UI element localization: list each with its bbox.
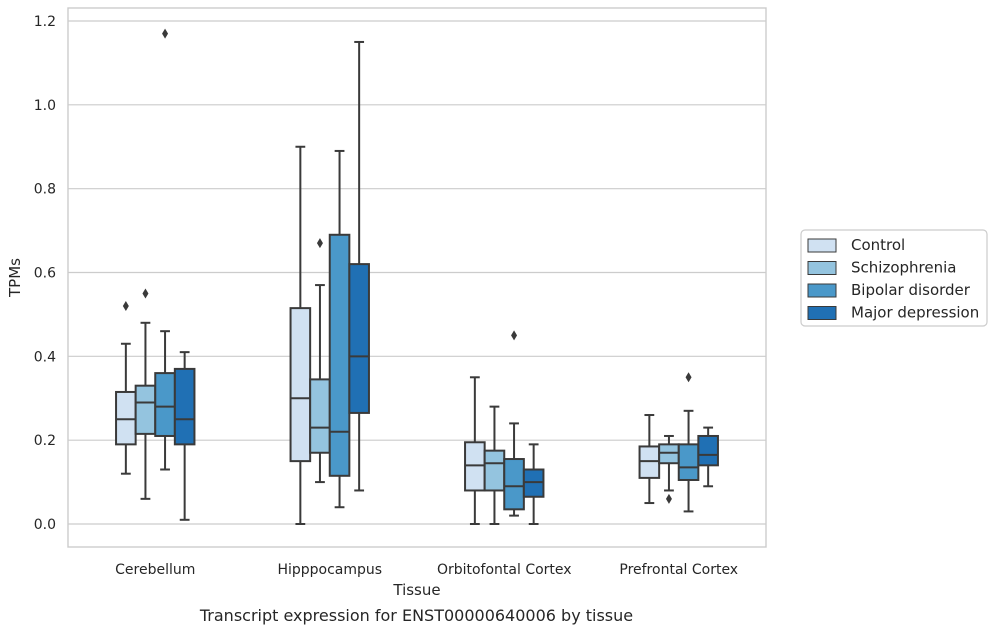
box-iqr (289, 307, 312, 463)
legend: Control Schizophrenia Bipolar disorder Majo… (800, 229, 988, 327)
outlier-point (511, 330, 518, 341)
legend-label-0: Control (851, 236, 905, 254)
y-tick-label-5: 1.0 (34, 98, 56, 114)
box-iqr (173, 367, 196, 446)
x-axis-ticks: Cerebellum Hipppocampus Orbitofontal Corte… (115, 562, 738, 578)
box-2-3 (522, 443, 545, 525)
box-3-3 (697, 426, 719, 488)
plot-data (115, 28, 719, 525)
box-iqr (464, 441, 486, 492)
x-axis-label: Tissue (392, 581, 440, 599)
box-iqr (522, 468, 545, 498)
box-1-1 (309, 238, 331, 484)
y-tick-label-1: 0.2 (34, 433, 56, 449)
box-iqr (115, 390, 137, 446)
box-1-0 (289, 145, 312, 525)
legend-swatch-1 (807, 261, 837, 275)
y-tick-label-6: 1.2 (34, 14, 56, 30)
y-tick-label-3: 0.6 (34, 266, 56, 282)
box-2-0 (464, 376, 486, 525)
box-iqr (154, 372, 176, 437)
box-0-3 (173, 351, 196, 521)
y-tick-label-0: 0.0 (34, 517, 56, 533)
box-2-2 (503, 330, 525, 517)
box-iqr (658, 443, 680, 465)
outlier-point (665, 493, 672, 504)
box-iqr (503, 458, 525, 511)
box-1-3 (348, 40, 370, 492)
y-axis-label: TPMs (6, 258, 24, 298)
box-iqr (309, 378, 331, 454)
figure-caption: Transcript expression for ENST0000064000… (199, 606, 634, 625)
box-iqr (328, 233, 351, 477)
legend-swatch-2 (807, 283, 837, 298)
box-0-1 (134, 288, 157, 500)
box-iqr (483, 449, 506, 492)
legend-label-1: Schizophrenia (851, 259, 956, 277)
x-tick-label-0: Cerebellum (115, 562, 195, 578)
box-iqr (348, 263, 370, 414)
box-iqr (697, 434, 719, 467)
box-1-2 (328, 149, 351, 509)
y-tick-label-4: 0.8 (34, 182, 56, 198)
box-0-0 (115, 301, 137, 475)
box-2-1 (483, 405, 506, 525)
legend-frame (800, 229, 988, 327)
y-axis-ticks: 0.0 0.2 0.4 0.6 0.8 1.0 1.2 (34, 14, 56, 533)
x-tick-label-1: Hipppocampus (277, 562, 382, 578)
outlier-point (685, 372, 692, 383)
box-3-2 (677, 372, 700, 513)
legend-label-3: Major depression (851, 304, 979, 322)
box-iqr (134, 384, 157, 435)
legend-swatch-0 (807, 238, 837, 253)
box-iqr (677, 443, 700, 481)
y-tick-label-2: 0.4 (34, 349, 56, 365)
x-tick-label-2: Orbitofontal Cortex (437, 562, 572, 578)
outlier-point (316, 238, 323, 249)
box-0-2 (154, 28, 176, 471)
x-tick-label-3: Prefrontal Cortex (619, 562, 738, 578)
box-3-0 (638, 414, 661, 505)
box-3-1 (658, 434, 680, 504)
plot-frame (67, 7, 767, 548)
box-iqr (638, 445, 661, 479)
legend-label-2: Bipolar disorder (851, 281, 971, 299)
outlier-point (122, 301, 129, 312)
legend-swatch-3 (807, 306, 837, 320)
outlier-point (162, 28, 169, 39)
outlier-point (142, 288, 149, 299)
